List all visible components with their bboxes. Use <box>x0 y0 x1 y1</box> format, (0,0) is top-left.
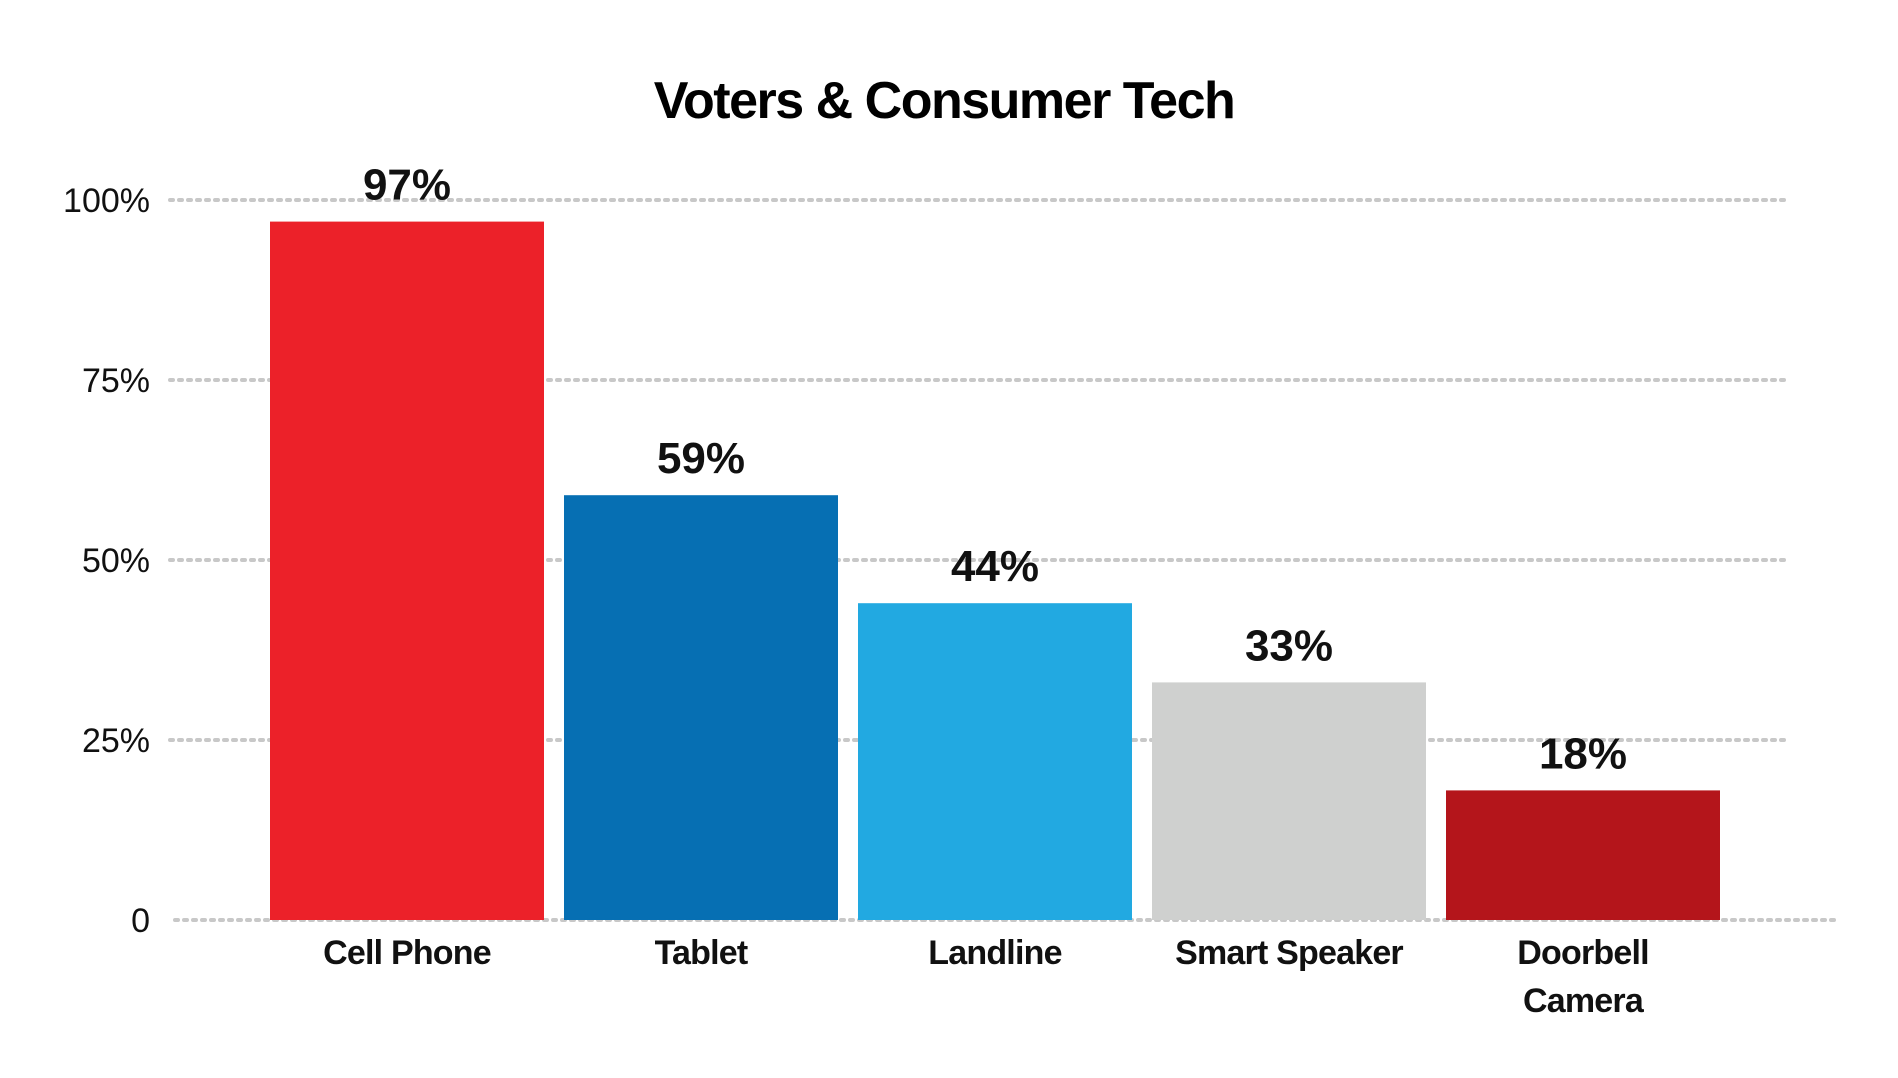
bars <box>270 221 1720 921</box>
value-label: 97% <box>363 161 451 210</box>
x-tick-label: Camera <box>1523 982 1645 1020</box>
value-label: 44% <box>951 542 1039 591</box>
x-axis: Cell Phone Tablet Landline Smart Speaker Doo… <box>323 934 1649 1020</box>
y-axis: 0 25% 50% 75% 100% <box>63 182 150 940</box>
bar <box>1446 790 1720 920</box>
chart-title: Voters & Consumer Tech <box>654 72 1235 130</box>
value-labels: 97% 59% 44% 33% 18% <box>363 161 1627 779</box>
y-tick-label: 50% <box>82 542 150 580</box>
y-tick-label: 0 <box>131 902 150 940</box>
x-tick-label: Tablet <box>655 934 748 972</box>
bar <box>858 603 1132 920</box>
value-label: 33% <box>1245 621 1333 670</box>
value-label: 59% <box>657 434 745 483</box>
y-tick-label: 100% <box>63 182 150 220</box>
bar <box>270 221 544 921</box>
y-tick-label: 25% <box>82 722 150 760</box>
x-tick-label: Doorbell <box>1517 934 1649 972</box>
y-tick-label: 75% <box>82 362 150 400</box>
x-tick-label: Cell Phone <box>323 934 491 972</box>
value-label: 18% <box>1539 729 1627 778</box>
x-tick-label: Smart Speaker <box>1175 934 1403 972</box>
x-tick-label: Landline <box>928 934 1061 972</box>
bar <box>564 495 838 920</box>
bar <box>1152 682 1426 920</box>
